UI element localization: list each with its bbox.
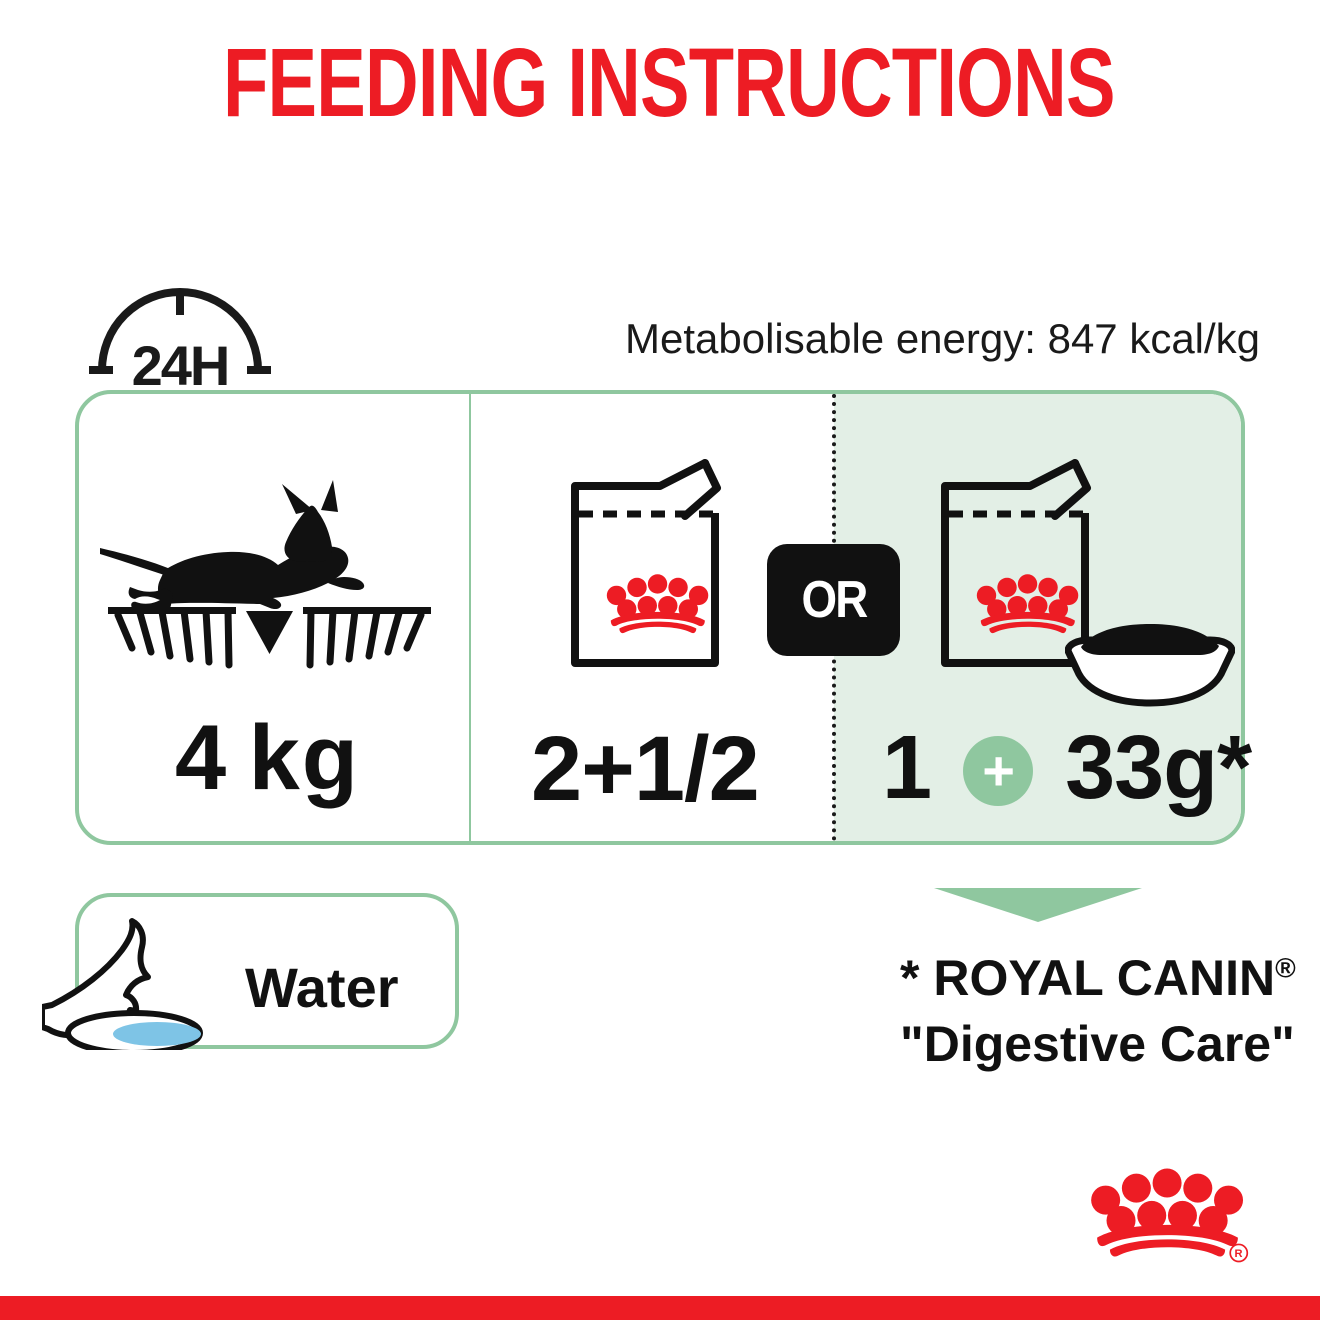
svg-text:R: R	[1234, 1248, 1242, 1260]
svg-text:24H: 24H	[132, 334, 229, 392]
